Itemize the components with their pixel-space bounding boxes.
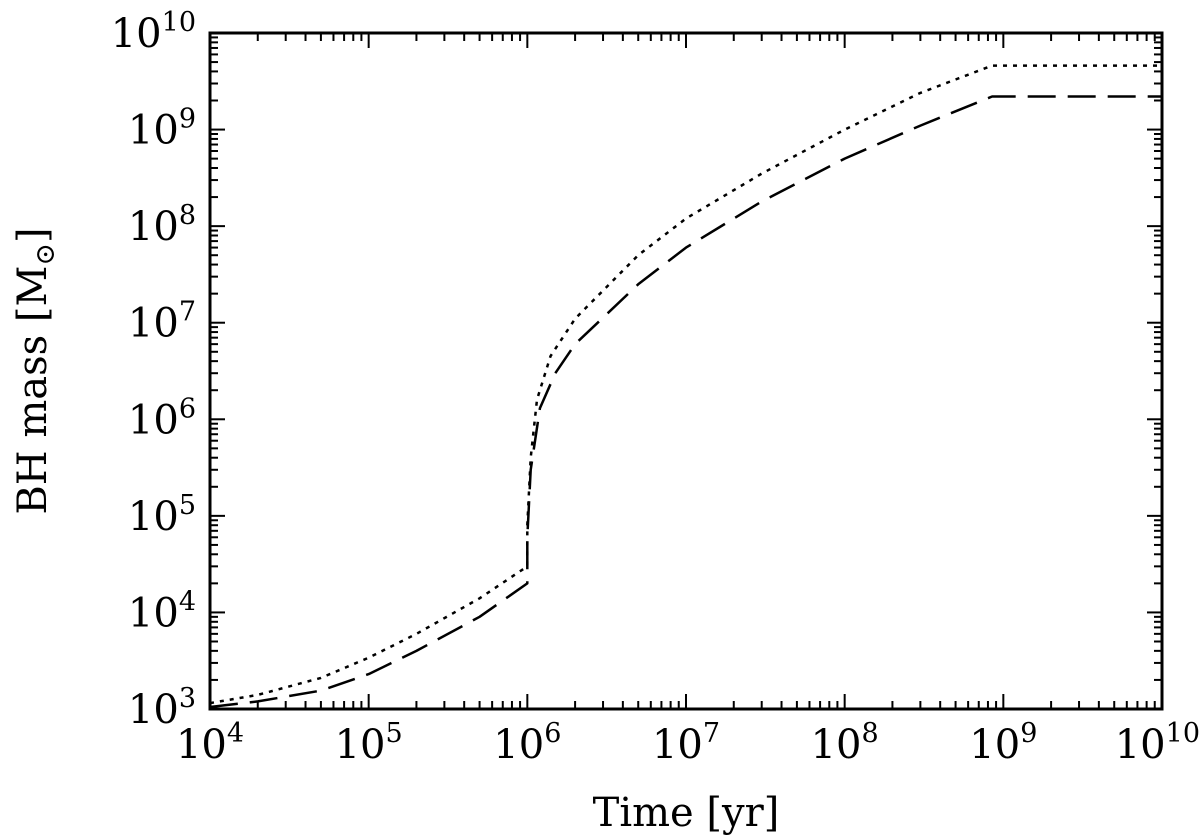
y-tick-label-base: 10 [128, 590, 179, 636]
y-axis-label-sun-symbol: ⊙ [30, 243, 61, 266]
y-tick-label: 106 [128, 393, 196, 443]
tick-labels: 104 105 106 107 108 109 1010103104105106107108… [111, 7, 1200, 768]
series-line-dotted [209, 64, 1162, 705]
y-axis-label: BH mass [M⊙] [10, 227, 61, 514]
y-axis-label-close: ] [10, 227, 56, 243]
x-tick-label-base: 10 [652, 722, 703, 768]
y-tick-label-exponent: 10 [162, 7, 196, 38]
y-tick-label: 1010 [111, 7, 196, 57]
x-tick-label-exponent: 8 [862, 718, 879, 749]
x-tick-label-base: 10 [335, 722, 386, 768]
y-tick-label-base: 10 [128, 397, 179, 443]
x-tick-label-base: 10 [969, 722, 1020, 768]
x-tick-label-base: 10 [176, 722, 227, 768]
x-tick-label-exponent: 10 [1166, 718, 1200, 749]
axis-ticks [209, 32, 1163, 710]
x-tick-label-exponent: 6 [544, 718, 561, 749]
series-line-dashed [209, 95, 1162, 709]
y-tick-label-base: 10 [128, 204, 179, 250]
y-tick-label: 107 [128, 297, 196, 347]
x-tick-label-exponent: 9 [1020, 718, 1037, 749]
y-axis-label-text: BH mass [M [10, 266, 56, 515]
x-tick-label-exponent: 4 [227, 718, 244, 749]
y-tick-label-base: 10 [128, 687, 179, 733]
y-tick-label-base: 10 [128, 301, 179, 347]
y-tick-label-exponent: 6 [179, 393, 196, 424]
x-axis-label: Time [yr] [593, 790, 780, 836]
y-tick-label-exponent: 5 [179, 490, 196, 521]
x-tick-label: 109 [969, 718, 1037, 768]
x-tick-label-exponent: 5 [386, 718, 403, 749]
y-tick-label: 108 [128, 200, 196, 250]
x-tick-label-exponent: 7 [703, 718, 720, 749]
x-tick-label: 105 [335, 718, 403, 768]
y-tick-label: 109 [128, 104, 196, 154]
plot-frame [208, 31, 1164, 711]
x-tick-label: 104 [176, 718, 244, 768]
y-tick-label: 103 [128, 683, 196, 733]
x-tick-label-base: 10 [811, 722, 862, 768]
y-tick-label: 105 [128, 490, 196, 540]
x-tick-label-base: 10 [493, 722, 544, 768]
x-tick-label: 1010 [1115, 718, 1200, 768]
y-tick-label: 104 [128, 586, 196, 636]
x-tick-label: 106 [493, 718, 561, 768]
x-tick-label: 107 [652, 718, 720, 768]
series-layer [209, 64, 1162, 709]
y-tick-label-base: 10 [111, 11, 162, 57]
y-tick-label-exponent: 4 [179, 586, 196, 617]
y-tick-label-exponent: 9 [179, 104, 196, 135]
y-tick-label-exponent: 7 [179, 297, 196, 328]
x-tick-label-base: 10 [1115, 722, 1166, 768]
y-tick-label-base: 10 [128, 108, 179, 154]
y-tick-label-exponent: 8 [179, 200, 196, 231]
y-tick-label-exponent: 3 [179, 683, 196, 714]
y-tick-label-base: 10 [128, 494, 179, 540]
x-tick-label: 108 [811, 718, 879, 768]
